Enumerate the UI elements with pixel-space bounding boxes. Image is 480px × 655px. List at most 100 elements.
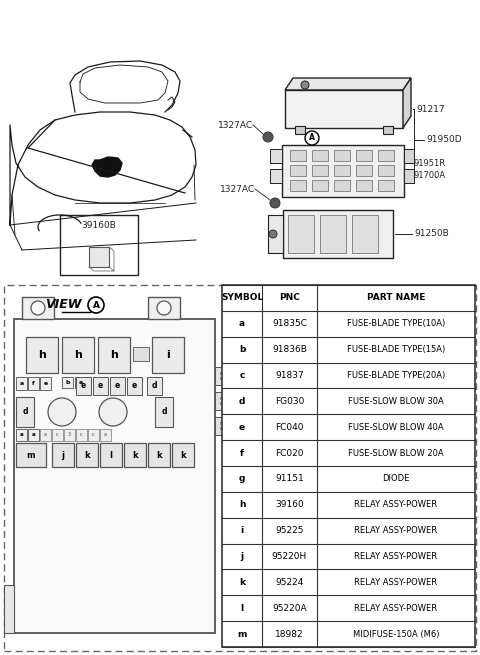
Bar xyxy=(288,215,314,253)
Bar xyxy=(172,443,194,467)
Text: c: c xyxy=(80,432,83,438)
Text: MIDIFUSE-150A (M6): MIDIFUSE-150A (M6) xyxy=(353,629,439,639)
Text: c
c: c c xyxy=(220,421,222,432)
Bar xyxy=(76,443,98,467)
Bar xyxy=(16,377,27,390)
Bar xyxy=(215,367,227,385)
Bar xyxy=(22,297,54,319)
Text: b: b xyxy=(239,345,245,354)
Text: i: i xyxy=(166,350,170,360)
Bar xyxy=(378,165,394,176)
Bar xyxy=(62,377,73,388)
Polygon shape xyxy=(285,78,411,90)
Text: FC040: FC040 xyxy=(275,422,304,432)
Circle shape xyxy=(157,301,171,315)
Text: l: l xyxy=(240,604,243,612)
Text: e: e xyxy=(43,381,48,386)
Text: A: A xyxy=(93,301,99,310)
Text: RELAY ASSY-POWER: RELAY ASSY-POWER xyxy=(354,526,438,535)
Circle shape xyxy=(48,398,76,426)
Text: j: j xyxy=(61,451,64,460)
Text: FUSE-BLADE TYPE(10A): FUSE-BLADE TYPE(10A) xyxy=(347,319,445,328)
Text: f: f xyxy=(240,449,244,458)
Bar xyxy=(40,377,51,390)
Circle shape xyxy=(301,81,309,89)
Text: k: k xyxy=(132,451,138,460)
Text: 3: 3 xyxy=(68,432,71,438)
Text: FUSE-BLADE TYPE(20A): FUSE-BLADE TYPE(20A) xyxy=(347,371,445,380)
Bar xyxy=(312,150,328,161)
Text: 95225: 95225 xyxy=(275,526,304,535)
Circle shape xyxy=(99,398,127,426)
Bar xyxy=(215,392,227,410)
Text: SYMBOL: SYMBOL xyxy=(221,293,263,303)
Polygon shape xyxy=(268,215,283,253)
Text: 1327AC: 1327AC xyxy=(218,121,253,130)
Circle shape xyxy=(270,198,280,208)
Bar xyxy=(334,165,350,176)
Bar xyxy=(148,443,170,467)
Bar xyxy=(4,285,476,651)
Text: A: A xyxy=(309,134,315,143)
Bar xyxy=(383,126,393,134)
Text: 91836B: 91836B xyxy=(272,345,307,354)
Text: e: e xyxy=(239,422,245,432)
Text: FG030: FG030 xyxy=(275,397,304,406)
Bar xyxy=(283,210,393,258)
Bar xyxy=(16,397,34,427)
Circle shape xyxy=(269,230,277,238)
Bar xyxy=(88,429,99,441)
Text: h: h xyxy=(110,350,118,360)
Text: FUSE-SLOW BLOW 30A: FUSE-SLOW BLOW 30A xyxy=(348,397,444,406)
Text: c: c xyxy=(240,371,245,380)
Text: 39160B: 39160B xyxy=(82,221,117,229)
Text: a: a xyxy=(32,432,36,438)
Text: e: e xyxy=(115,381,120,390)
Bar xyxy=(76,429,87,441)
Bar xyxy=(62,337,94,373)
Bar xyxy=(356,165,372,176)
Text: b: b xyxy=(65,380,70,385)
Text: 95224: 95224 xyxy=(276,578,304,587)
Polygon shape xyxy=(285,90,403,128)
Bar xyxy=(334,180,350,191)
Bar xyxy=(356,180,372,191)
Text: h: h xyxy=(239,500,245,510)
Text: 18982: 18982 xyxy=(275,629,304,639)
Bar xyxy=(93,377,108,395)
Bar xyxy=(148,297,180,319)
Text: f: f xyxy=(32,381,35,386)
Bar xyxy=(282,145,404,197)
Text: a: a xyxy=(44,432,47,438)
Text: 1327AC: 1327AC xyxy=(220,185,255,193)
Bar xyxy=(290,150,306,161)
Circle shape xyxy=(305,131,319,145)
Bar xyxy=(75,377,86,388)
Text: e: e xyxy=(132,381,137,390)
Bar xyxy=(147,377,162,395)
Text: FUSE-SLOW BLOW 40A: FUSE-SLOW BLOW 40A xyxy=(348,422,444,432)
Bar xyxy=(52,429,63,441)
Bar xyxy=(28,429,39,441)
Text: 91217: 91217 xyxy=(416,105,444,113)
Bar xyxy=(124,443,146,467)
Bar xyxy=(270,149,282,163)
Bar xyxy=(133,347,149,361)
Bar xyxy=(152,337,184,373)
Text: 91250B: 91250B xyxy=(414,229,449,238)
Bar xyxy=(312,180,328,191)
Bar xyxy=(14,319,215,633)
Text: h: h xyxy=(74,350,82,360)
Text: a: a xyxy=(20,432,24,438)
Text: c: c xyxy=(56,432,59,438)
Bar xyxy=(40,429,51,441)
Bar xyxy=(290,180,306,191)
Text: 95220H: 95220H xyxy=(272,552,307,561)
Text: a: a xyxy=(104,432,107,438)
Text: e: e xyxy=(98,381,103,390)
Text: k: k xyxy=(239,578,245,587)
Text: FC020: FC020 xyxy=(275,449,304,458)
Text: d: d xyxy=(161,407,167,417)
Text: d: d xyxy=(22,407,28,417)
Text: i: i xyxy=(240,526,243,535)
